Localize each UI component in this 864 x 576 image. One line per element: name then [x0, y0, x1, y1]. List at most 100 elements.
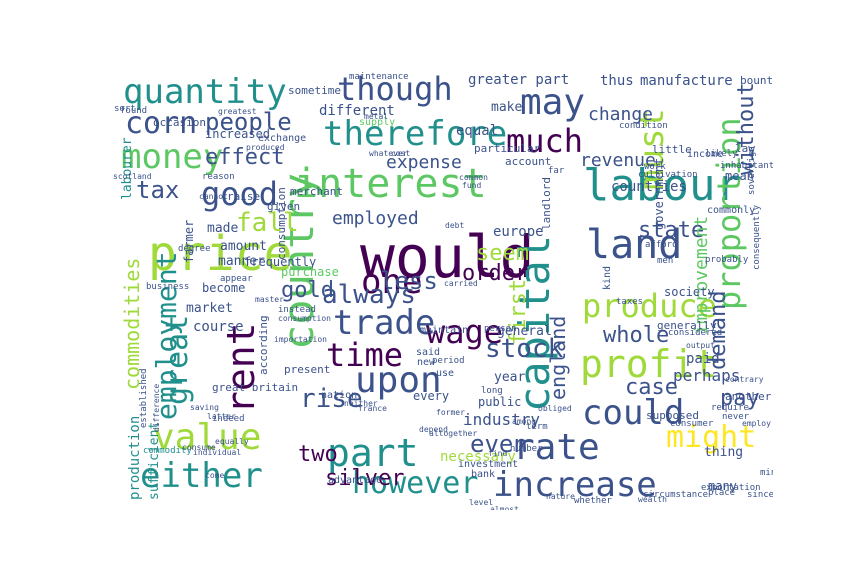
cloud-word: person — [484, 324, 517, 334]
cloud-word: rise — [300, 384, 363, 414]
cloud-word: case — [625, 375, 678, 400]
cloud-word: raise — [227, 190, 261, 203]
cloud-word: degree — [178, 244, 211, 254]
cloud-word: quantity — [123, 72, 287, 112]
cloud-word: level — [469, 498, 494, 507]
cloud-word: people — [205, 108, 292, 136]
cloud-word: industry — [463, 410, 541, 429]
cloud-word: sort — [114, 104, 136, 114]
cloud-word: found — [120, 106, 148, 116]
cloud-word: labour — [583, 160, 742, 211]
cloud-word: investment — [458, 459, 519, 470]
cloud-word: work — [644, 162, 666, 172]
cloud-word: employed — [332, 208, 419, 229]
cloud-word: saving — [190, 403, 219, 412]
cloud-word: amount — [220, 239, 267, 254]
cloud-word: place — [708, 488, 736, 498]
cloud-word: interest — [294, 161, 487, 207]
cloud-word: scotland — [113, 172, 152, 181]
cloud-word: likely — [705, 149, 738, 159]
cloud-word: reason — [202, 172, 235, 182]
cloud-word: obliged — [538, 404, 572, 413]
cloud-word: increased — [205, 127, 271, 141]
cloud-word: course — [193, 319, 244, 335]
cloud-word: metal — [364, 112, 389, 121]
cloud-word: men — [657, 256, 674, 266]
cloud-word: indeed — [212, 414, 245, 424]
cloud-word: effect — [205, 145, 285, 170]
cloud-word: condition — [619, 121, 668, 131]
cloud-word: probably — [705, 255, 749, 265]
cloud-word: cost — [391, 149, 411, 158]
cloud-word: term — [526, 422, 548, 432]
cloud-word: manufacture — [640, 73, 733, 89]
cloud-word: even — [470, 430, 528, 458]
cloud-word: sometime — [288, 84, 341, 97]
cloud-word: pay — [720, 386, 760, 411]
cloud-word: order — [462, 261, 529, 286]
cloud-word: particular — [474, 142, 541, 155]
cloud-word: little — [652, 143, 692, 156]
cloud-word: common — [459, 173, 488, 182]
cloud-word: labourer — [120, 137, 135, 200]
cloud-word: greatest — [218, 107, 257, 116]
cloud-word: present — [284, 363, 331, 376]
cloud-word: mean — [725, 169, 754, 183]
cloud-word: latter — [207, 412, 236, 421]
cloud-word: would — [360, 223, 535, 291]
cloud-word: fund — [462, 181, 482, 190]
cloud-word: sufficient — [147, 421, 162, 500]
cloud-word: silver — [325, 466, 405, 491]
cloud-word: corn — [125, 106, 198, 141]
cloud-word: neither — [344, 399, 378, 408]
cloud-word: bank — [471, 469, 496, 480]
cloud-word: altogether — [429, 429, 478, 438]
cloud-word: perhaps — [673, 366, 741, 385]
cloud-word: land — [586, 222, 683, 268]
cloud-word: frequently — [244, 255, 317, 269]
cloud-word: find — [488, 449, 508, 458]
cloud-word: part — [327, 431, 419, 475]
cloud-word: output — [686, 341, 715, 350]
cloud-word: appear — [220, 274, 253, 284]
cloud-word: commodity — [143, 446, 192, 456]
cloud-word: among — [512, 417, 537, 426]
cloud-word: purchase — [281, 265, 339, 279]
cloud-word: long — [481, 386, 503, 396]
cloud-word: countries — [611, 179, 687, 195]
cloud-word: almost — [490, 505, 519, 511]
cloud-word: rate — [513, 427, 600, 468]
cloud-word: thus — [600, 73, 634, 89]
cloud-word: greater part — [468, 72, 570, 88]
cloud-word: established — [139, 368, 149, 428]
cloud-word: consume — [182, 443, 216, 452]
cloud-word: wealth — [638, 495, 667, 504]
cloud-word: difference — [152, 383, 161, 432]
cloud-word: market — [186, 301, 233, 316]
cloud-word: many — [708, 479, 737, 493]
cloud-word: mine — [760, 468, 773, 478]
cloud-word: cannot — [199, 192, 228, 201]
cloud-word: account — [505, 155, 552, 168]
cloud-word: far — [548, 166, 565, 176]
cloud-word: individual — [193, 448, 242, 457]
cloud-word: law — [735, 142, 755, 155]
cloud-word: nation — [321, 390, 358, 401]
cloud-word: debt — [445, 221, 465, 230]
cloud-word: consumption — [278, 314, 331, 323]
cloud-word: money — [121, 137, 224, 177]
cloud-word: change — [588, 104, 654, 125]
cloud-word: produced — [246, 143, 285, 152]
cloud-word: revenue — [580, 150, 656, 171]
cloud-word: equal — [456, 123, 499, 139]
cloud-word: come — [205, 471, 225, 480]
cloud-word: could — [582, 393, 685, 433]
cloud-word: paid — [686, 351, 720, 367]
cloud-word: master — [255, 295, 284, 304]
cloud-word: every — [413, 389, 450, 403]
cloud-word: circumstance — [643, 490, 709, 500]
cloud-word: cultivation — [638, 170, 698, 180]
cloud-word: whatever — [369, 149, 408, 158]
cloud-word: new — [417, 357, 436, 368]
cloud-word: public — [478, 395, 522, 409]
